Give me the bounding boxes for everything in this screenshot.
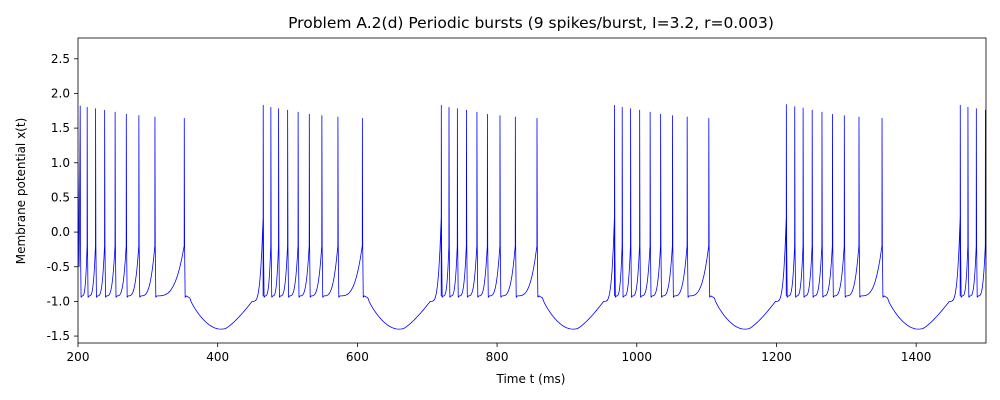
y-tick-label: -0.5 bbox=[47, 260, 70, 274]
x-axis: 200 400 600 800 1000 1200 1400 bbox=[67, 343, 932, 364]
x-tick-label: 1400 bbox=[901, 350, 932, 364]
y-tick-label: 1.0 bbox=[51, 156, 70, 170]
x-tick-label: 400 bbox=[206, 350, 229, 364]
y-tick-label: 0.5 bbox=[51, 190, 70, 204]
x-tick-label: 1000 bbox=[621, 350, 652, 364]
y-axis-label: Membrane potential x(t) bbox=[14, 118, 28, 265]
membrane-potential-line bbox=[78, 104, 986, 330]
y-tick-label: -1.0 bbox=[47, 294, 70, 308]
y-tick-label: 2.0 bbox=[51, 86, 70, 100]
x-tick-label: 1200 bbox=[761, 350, 792, 364]
x-axis-label: Time t (ms) bbox=[495, 372, 565, 386]
y-tick-label: 2.5 bbox=[51, 52, 70, 66]
x-tick-label: 200 bbox=[67, 350, 90, 364]
plot-area bbox=[78, 104, 986, 330]
y-tick-label: -1.5 bbox=[47, 329, 70, 343]
y-tick-label: 0.0 bbox=[51, 225, 70, 239]
plot-frame bbox=[77, 37, 987, 344]
x-tick-label: 600 bbox=[346, 350, 369, 364]
x-tick-label: 800 bbox=[486, 350, 509, 364]
y-tick-label: 1.5 bbox=[51, 121, 70, 135]
chart-title: Problem A.2(d) Periodic bursts (9 spikes… bbox=[288, 14, 774, 32]
y-axis: -1.5 -1.0 -0.5 0.0 0.5 1.0 1.5 2.0 2.5 bbox=[47, 52, 78, 343]
